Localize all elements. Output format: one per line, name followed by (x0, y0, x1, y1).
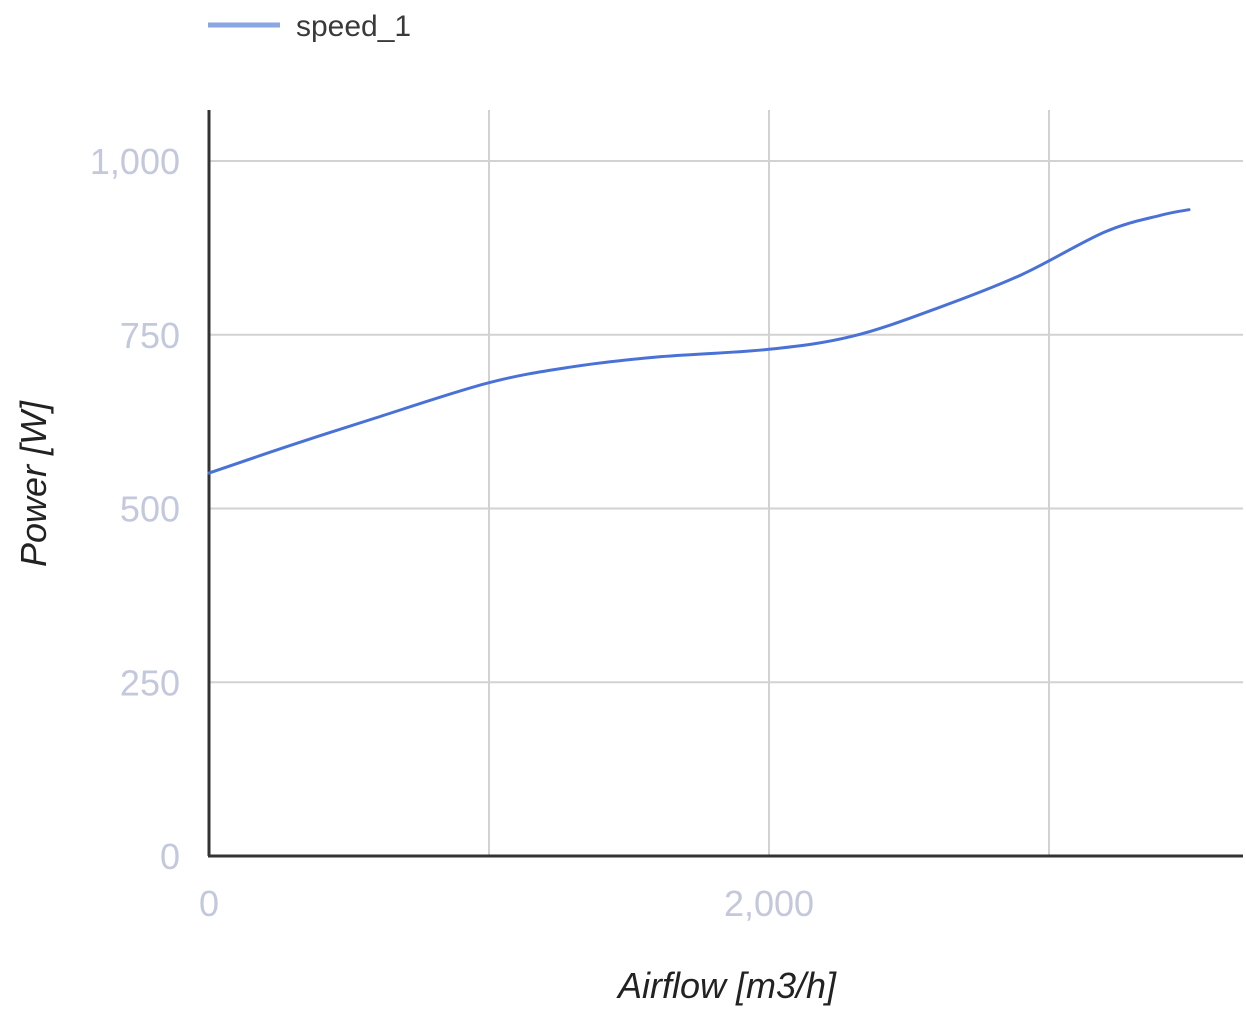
axes (207, 110, 1243, 858)
y-tick-label: 0 (160, 836, 180, 877)
x-tick-label: 2,000 (724, 883, 814, 924)
grid (209, 110, 1243, 856)
x-axis-title: Airflow [m3/h] (616, 965, 837, 1006)
y-tick-labels: 0 250 500 750 1,000 (90, 141, 180, 877)
x-tick-label: 0 (199, 883, 219, 924)
y-tick-label: 750 (120, 315, 180, 356)
y-tick-label: 250 (120, 662, 180, 703)
x-tick-labels: 0 2,000 (199, 883, 814, 924)
legend: speed_1 (208, 10, 411, 43)
series-group (207, 208, 1191, 475)
y-tick-label: 1,000 (90, 141, 180, 182)
legend-label-speed-1: speed_1 (296, 10, 411, 43)
series-line-speed-1 (207, 208, 1191, 475)
y-axis-title: Power [W] (13, 400, 54, 567)
y-tick-label: 500 (120, 489, 180, 530)
